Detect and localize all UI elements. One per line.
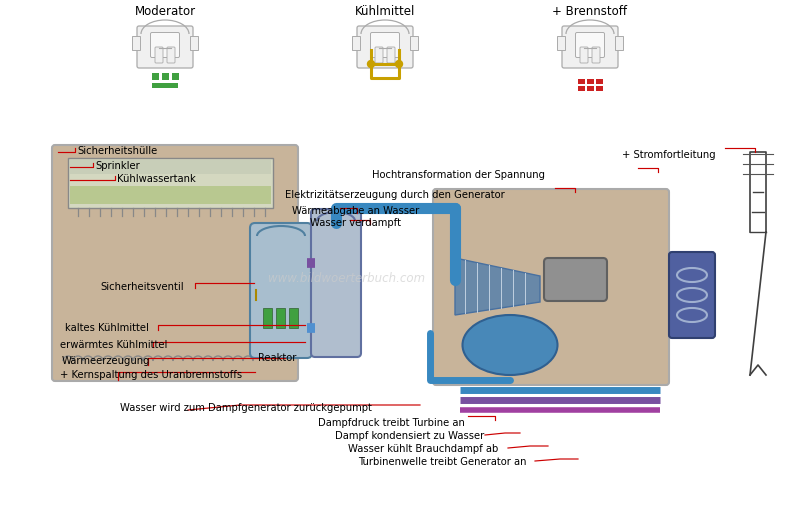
Text: Sprinkler: Sprinkler [95, 161, 140, 171]
Text: Kühlwassertank: Kühlwassertank [117, 174, 196, 184]
Bar [352, 36, 360, 50]
Text: Sicherheitshülle: Sicherheitshülle [77, 146, 158, 156]
FancyBboxPatch shape [387, 47, 395, 63]
Bar [587, 79, 594, 84]
Text: + Brennstoff: + Brennstoff [553, 5, 627, 18]
Ellipse shape [462, 315, 558, 375]
FancyBboxPatch shape [250, 223, 312, 358]
Polygon shape [455, 258, 540, 315]
Bar [289, 308, 298, 328]
FancyBboxPatch shape [137, 26, 193, 68]
Text: Wärmeerzeugung: Wärmeerzeugung [62, 356, 150, 366]
Bar [70, 186, 271, 204]
Text: Wasser verdampft: Wasser verdampft [310, 218, 401, 228]
Bar [557, 36, 565, 50]
FancyBboxPatch shape [357, 26, 413, 68]
Bar [410, 36, 418, 50]
FancyBboxPatch shape [155, 47, 163, 63]
Text: erwärmtes Kühlmittel: erwärmtes Kühlmittel [60, 340, 167, 350]
Text: Kühlmittel: Kühlmittel [355, 5, 415, 18]
FancyBboxPatch shape [167, 47, 175, 63]
Text: Wärmeabgabe an Wasser: Wärmeabgabe an Wasser [292, 206, 419, 216]
FancyBboxPatch shape [592, 47, 600, 63]
Text: Moderator: Moderator [134, 5, 195, 18]
FancyBboxPatch shape [375, 47, 383, 63]
FancyBboxPatch shape [575, 33, 605, 57]
Text: kaltes Kühlmittel: kaltes Kühlmittel [65, 323, 149, 333]
Bar [276, 308, 285, 328]
Text: + Kernspaltung des Uranbrennstoffs: + Kernspaltung des Uranbrennstoffs [60, 370, 242, 380]
Text: + Stromfortleitung: + Stromfortleitung [622, 150, 716, 160]
FancyBboxPatch shape [52, 145, 298, 381]
Circle shape [367, 61, 374, 67]
Bar [578, 86, 585, 91]
Text: Sicherheitsventil: Sicherheitsventil [100, 282, 184, 292]
Bar [152, 73, 159, 80]
FancyBboxPatch shape [311, 209, 361, 357]
Text: Hochtransformation der Spannung: Hochtransformation der Spannung [372, 170, 545, 180]
FancyBboxPatch shape [580, 47, 588, 63]
FancyBboxPatch shape [370, 33, 399, 57]
Bar [254, 280, 259, 290]
Bar [68, 158, 273, 208]
FancyBboxPatch shape [150, 33, 179, 57]
FancyBboxPatch shape [669, 252, 715, 338]
Bar [596, 79, 603, 84]
Bar [132, 36, 140, 50]
Bar [615, 36, 623, 50]
FancyBboxPatch shape [544, 258, 607, 301]
Text: Dampf kondensiert zu Wasser: Dampf kondensiert zu Wasser [335, 431, 484, 441]
Bar [596, 86, 603, 91]
Text: Turbinenwelle treibt Generator an: Turbinenwelle treibt Generator an [358, 457, 526, 467]
Text: Dampfdruck treibt Turbine an: Dampfdruck treibt Turbine an [318, 418, 465, 428]
Text: Wasser wird zum Dampfgenerator zurückgepumpt: Wasser wird zum Dampfgenerator zurückgep… [120, 403, 372, 413]
Bar [190, 36, 198, 50]
Text: Wasser kühlt Brauchdampf ab: Wasser kühlt Brauchdampf ab [348, 444, 498, 454]
Bar [587, 86, 594, 91]
Bar [172, 73, 179, 80]
Bar [152, 83, 178, 88]
Text: www.bildwoerterbuch.com: www.bildwoerterbuch.com [268, 271, 425, 285]
Bar [162, 73, 169, 80]
Bar [578, 79, 585, 84]
FancyBboxPatch shape [433, 189, 669, 385]
FancyBboxPatch shape [562, 26, 618, 68]
Circle shape [395, 61, 402, 67]
Text: Elektrizitätserzeugung durch den Generator: Elektrizitätserzeugung durch den Generat… [285, 190, 505, 200]
Bar [70, 160, 271, 174]
Text: Reaktor: Reaktor [258, 353, 296, 363]
Bar [263, 308, 272, 328]
